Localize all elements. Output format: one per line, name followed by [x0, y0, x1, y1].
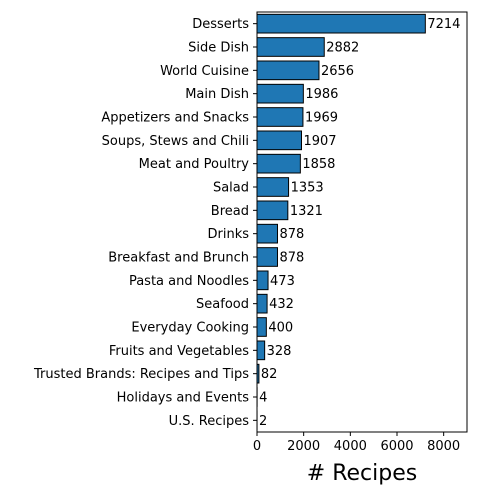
value-labels-layer: 7214 2882 2656 1986 1969 1907 1858 1353 1321 878 8…: [259, 17, 460, 429]
bar: [256, 293, 268, 314]
bar-value-label: 82: [261, 367, 278, 382]
x-tick-label: 2000: [287, 439, 320, 454]
bar: [256, 37, 325, 57]
bar: [256, 223, 278, 244]
bar-value-label: 1907: [303, 134, 336, 149]
bar-value-label: 1321: [290, 204, 323, 219]
bar-value-label: 1986: [305, 87, 338, 102]
category-label: Soups, Stews and Chili: [102, 134, 249, 149]
bar: [256, 130, 302, 151]
bar: [256, 153, 301, 174]
bar: [256, 107, 304, 127]
category-label: Drinks: [207, 227, 249, 242]
plot-frame: [256, 11, 468, 433]
bar-value-label: 432: [269, 297, 294, 312]
bar: [256, 200, 289, 221]
category-label: Pasta and Noodles: [129, 274, 249, 289]
bar-value-label: 7214: [427, 17, 460, 32]
category-label: Holidays and Events: [117, 391, 250, 406]
category-label: Main Dish: [185, 87, 249, 102]
x-tick-label: 0: [253, 439, 261, 454]
bar-value-label: 2: [259, 414, 267, 429]
category-label: Seafood: [196, 297, 249, 312]
x-axis-label: # Recipes: [307, 461, 417, 486]
category-label: Trusted Brands: Recipes and Tips: [33, 367, 249, 382]
category-label: Fruits and Vegetables: [109, 344, 249, 359]
category-label: Bread: [211, 204, 249, 219]
category-label: Everyday Cooking: [131, 321, 249, 336]
category-labels-layer: Desserts Side Dish World Cuisine Main Dish A…: [33, 17, 249, 429]
bar: [256, 270, 269, 291]
category-label: Desserts: [192, 17, 249, 32]
bar-value-label: 2882: [326, 41, 359, 56]
x-tick-label: 6000: [380, 439, 413, 454]
x-tick-label: 4000: [334, 439, 367, 454]
category-label: Side Dish: [188, 41, 249, 56]
category-label: Meat and Poultry: [139, 157, 250, 172]
bar-value-label: 1858: [302, 157, 335, 172]
bar-value-label: 400: [268, 321, 293, 336]
category-label: Salad: [213, 181, 249, 196]
bar: [256, 317, 267, 337]
category-label: World Cuisine: [160, 64, 249, 79]
bar: [256, 83, 304, 104]
bar-value-label: 4: [259, 391, 267, 406]
bar-value-label: 473: [270, 274, 295, 289]
bar-value-label: 878: [279, 227, 304, 242]
bar: [256, 247, 278, 267]
category-label: U.S. Recipes: [169, 414, 250, 429]
x-tick-label: 8000: [427, 439, 460, 454]
bar-value-label: 328: [267, 344, 292, 359]
category-label: Breakfast and Brunch: [108, 251, 249, 266]
bar-value-label: 1969: [305, 111, 338, 126]
bar-value-label: 878: [279, 251, 304, 266]
category-label: Appetizers and Snacks: [101, 111, 249, 126]
bar: [256, 340, 266, 361]
bar-value-label: 1353: [291, 181, 324, 196]
bar-value-label: 2656: [321, 64, 354, 79]
x-ticks-layer: 0 2000 4000 6000 8000: [253, 23, 460, 454]
bar: [256, 177, 290, 197]
bar: [256, 60, 320, 81]
bar: [256, 13, 426, 34]
